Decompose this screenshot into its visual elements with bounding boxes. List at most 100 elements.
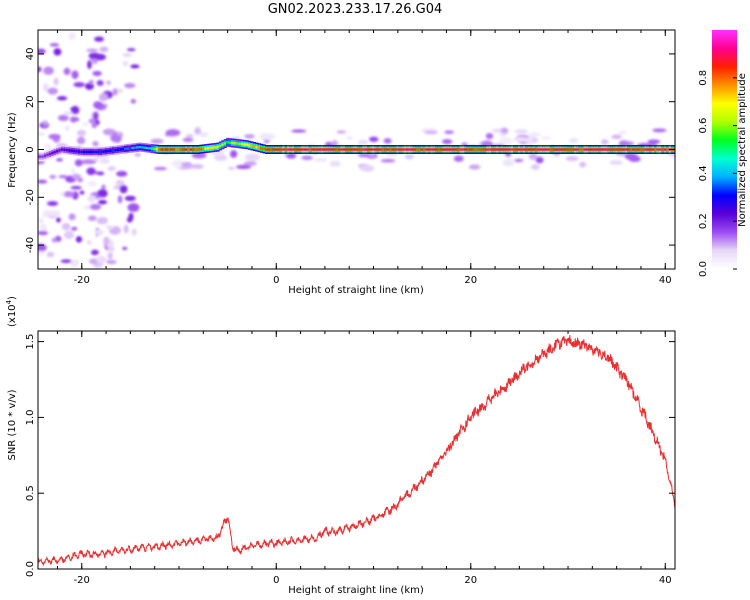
spectrogram-blob [199, 132, 209, 138]
spectrogram-ridge-cell [102, 150, 106, 153]
spectrogram-xlabel: Height of straight line (km) [288, 285, 424, 296]
spectrogram-ridge-cell [345, 148, 349, 151]
snr-xtick-label: 20 [464, 575, 477, 586]
spectrogram-blob [43, 66, 54, 75]
spectrogram-blob [624, 153, 638, 160]
spectrogram-blob [81, 159, 97, 165]
spectrogram-blob [92, 140, 99, 147]
spectrogram-ridge-cell [651, 148, 655, 151]
spectrogram-blob [87, 240, 92, 245]
spectrogram-ridge-cell [581, 148, 585, 151]
spectrogram-ridge-cell [617, 148, 621, 151]
spectrogram-blob [119, 185, 128, 194]
spectrogram-blob [39, 223, 48, 232]
spectrogram-blob [134, 153, 142, 157]
spectrogram-blob [453, 155, 464, 162]
snr-multiplier-base: (x10 [7, 304, 18, 327]
spectrogram-ridge-cell [204, 147, 208, 150]
spectrogram-blob [63, 67, 71, 76]
spectrogram-xtick-label: -20 [74, 275, 90, 286]
spectrogram-blob [70, 107, 77, 111]
spectrogram-ridge-cell [320, 148, 325, 151]
spectrogram-ridge-cell [381, 148, 385, 151]
spectrogram-blobs [38, 32, 675, 268]
colorbar-tick-label: 0.6 [698, 118, 709, 134]
spectrogram-blob [499, 137, 513, 145]
spectrogram-ridge-cell [471, 148, 475, 151]
spectrogram-blob [61, 222, 71, 231]
spectrogram-blob [528, 152, 538, 161]
spectrogram-blob [86, 167, 96, 176]
spectrogram-blob [87, 181, 98, 187]
spectrogram-ridge-cell [527, 148, 531, 151]
spectrogram-ridge-cell [367, 148, 371, 151]
spectrogram-ridge-cell [469, 148, 473, 151]
spectrogram-ridge-cell [440, 148, 444, 151]
spectrogram-ridge-cell [213, 146, 218, 149]
spectrogram-ridge-cell [578, 148, 582, 151]
spectrogram-ridge-cell [63, 148, 67, 151]
spectrogram-ridge-cell [374, 148, 378, 151]
spectrogram-blob [106, 259, 117, 265]
spectrogram-ridge-cell [590, 148, 595, 151]
spectrogram-xtick-label: 0 [273, 275, 279, 286]
spectrogram-ytick-label: -40 [25, 237, 36, 253]
spectrogram-ridge-cell [644, 148, 648, 151]
spectrogram-ridge-cell [420, 148, 424, 151]
spectrogram-ridge-cell [89, 150, 94, 154]
spectrogram-ridge-cell [291, 148, 295, 151]
spectrogram-blob [58, 175, 68, 179]
spectrogram-blob [107, 248, 114, 253]
spectrogram-blob [88, 118, 96, 124]
spectrogram-blob [528, 132, 542, 137]
spectrogram-ridge-cell [656, 148, 660, 151]
spectrogram-blob [230, 150, 238, 158]
spectrogram-ridge-cell [306, 148, 310, 151]
spectrogram-blob [47, 87, 58, 95]
spectrogram-ridge-cell [107, 149, 111, 153]
spectrogram-blob [76, 129, 87, 137]
spectrogram-ridge-cell [284, 148, 288, 151]
spectrogram-ridge-cell [221, 143, 225, 146]
spectrogram-blob [96, 216, 108, 225]
spectrogram-ridge-cell [658, 148, 663, 151]
spectrogram-ridge-cell [133, 146, 137, 149]
colorbar-tick-label: 0.2 [698, 213, 709, 229]
spectrogram-ytick-label: 0 [25, 146, 36, 152]
spectrogram-ridge-cell [461, 148, 466, 151]
spectrogram-ridge-cell [386, 148, 390, 151]
spectrogram-blob [86, 48, 98, 53]
spectrogram-ridge-cell [639, 148, 643, 151]
spectrogram-ridge-cell [325, 148, 330, 151]
spectrogram-ridge-cell [595, 148, 599, 151]
spectrogram-blob [107, 252, 113, 260]
spectrogram-ridge-cell [282, 148, 286, 151]
spectrogram-ridge-cell [561, 148, 565, 151]
spectrogram-ridge-cell [649, 148, 653, 151]
spectrogram-blob [38, 132, 45, 136]
spectrogram-blob [190, 164, 204, 169]
spectrogram-blob [48, 210, 59, 217]
spectrogram-ridge-cell [539, 148, 543, 151]
spectrogram-ridge-cell [556, 148, 560, 151]
spectrogram-ridge-cell [194, 148, 198, 151]
spectrogram-ridge-cell [559, 148, 563, 151]
spectrogram-blob [424, 130, 438, 135]
spectrogram-ridge-cell [267, 148, 271, 151]
spectrogram-blob [88, 79, 94, 85]
spectrogram-ridge-cell [607, 148, 612, 151]
spectrogram-ridge-cell [155, 148, 159, 151]
spectrogram-ridge-cell [372, 148, 376, 151]
colorbar-gradient [712, 30, 737, 269]
spectrogram-blob [38, 48, 46, 55]
snr-ticks: -20 0 20 40 0.0 0.5 1.0 1.5 [25, 331, 675, 586]
spectrogram-ridge-cell [585, 148, 590, 151]
spectrogram-ridge-cell [654, 148, 658, 151]
spectrogram-ridge-cell [406, 148, 410, 151]
spectrogram-blob [89, 203, 102, 211]
spectrogram-ridge-cell [549, 148, 553, 151]
spectrogram-ridge-cell [150, 147, 154, 150]
spectrogram-ridge-cell [534, 148, 539, 151]
spectrogram-ridge-cell [602, 148, 607, 151]
spectrogram-ridge-cell [666, 148, 670, 151]
